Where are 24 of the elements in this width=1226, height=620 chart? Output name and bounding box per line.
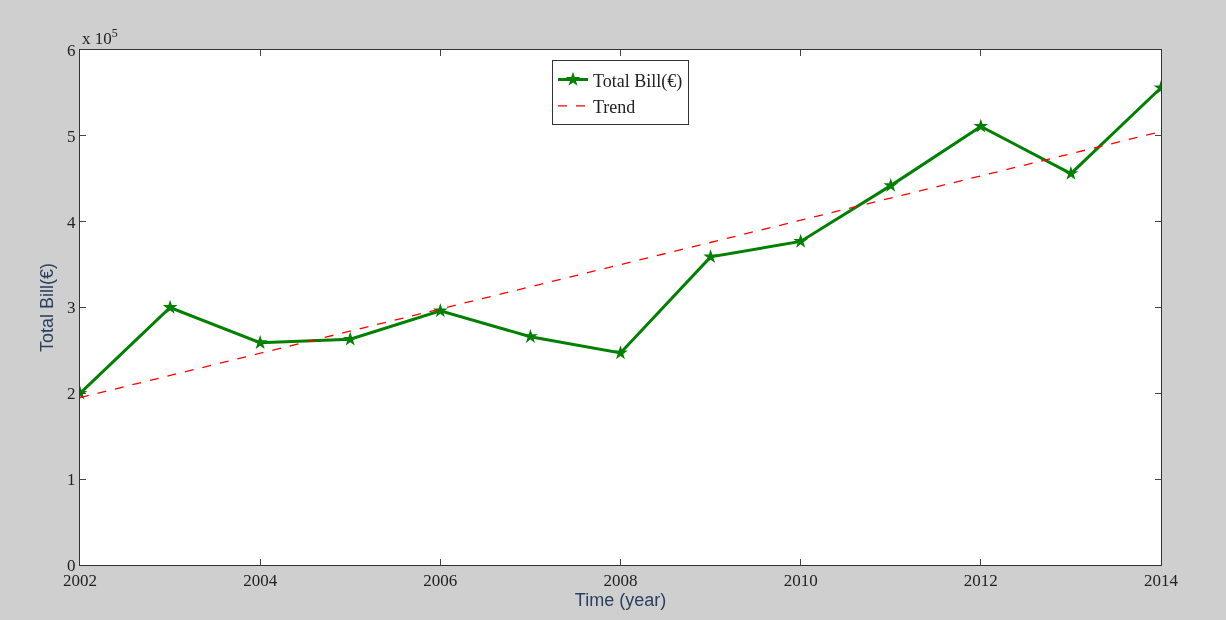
point	[1063, 165, 1079, 180]
x-tick-label: 2012	[963, 571, 998, 591]
x-tick-label: 2010	[783, 571, 818, 591]
y-tick-label: 1	[67, 470, 76, 490]
y-tick-label: 3	[67, 298, 76, 318]
x-tick-label: 2008	[603, 571, 638, 591]
y-tick-label: 2	[67, 384, 76, 404]
legend-label: Trend	[593, 96, 636, 117]
legend-label: Total Bill(€)	[593, 70, 683, 92]
point	[613, 345, 628, 360]
y-tick-label: 5	[67, 126, 76, 146]
x-tick-label: 2014	[1144, 571, 1179, 591]
text: x 10$^{5}$	[82, 26, 118, 49]
point	[162, 299, 178, 314]
point	[703, 249, 718, 264]
point	[973, 118, 989, 133]
x-axis-title: Time (year)	[574, 590, 667, 611]
x-tick-label: 2006	[423, 571, 458, 591]
y-tick-label: 4	[67, 212, 77, 232]
y-axis-title: Total Bill(€)	[37, 262, 58, 353]
point	[793, 233, 808, 248]
point	[883, 177, 899, 192]
y-tick-label: 6	[67, 40, 76, 60]
x-tick-label: 2004	[243, 571, 278, 591]
